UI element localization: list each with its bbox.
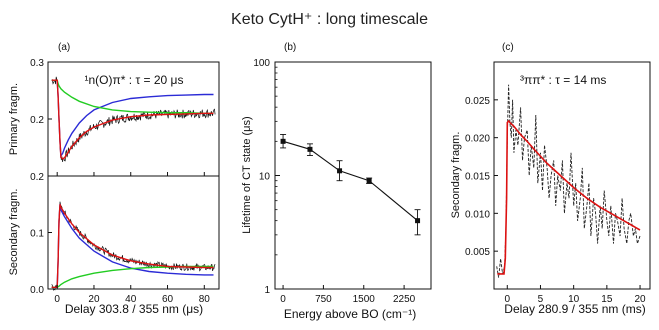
panel-c-y-tick-label: 0.025 bbox=[465, 96, 490, 107]
panel-c-label: (c) bbox=[502, 42, 514, 53]
panel-a-bottom-series-line-1 bbox=[51, 204, 214, 288]
panel-b-x-tick-label: 1500 bbox=[353, 294, 376, 305]
panel-a-xlabel: Delay 303.8 / 355 nm (μs) bbox=[65, 302, 203, 316]
panel-a-x-tick-label: 80 bbox=[199, 294, 211, 305]
panel-c-y-tick-label: 0.020 bbox=[465, 134, 490, 145]
panel-c-x-tick-label: 10 bbox=[568, 294, 580, 305]
panel-a-bottom-y-tick-label: 0.0 bbox=[30, 285, 44, 296]
panel-c-ylabel: Secondary fragm. bbox=[450, 132, 462, 219]
panel-a-bottom-ylabel: Secondary fragm. bbox=[8, 189, 20, 276]
panel-b-data-point bbox=[366, 178, 372, 184]
panel-b-label: (b) bbox=[284, 42, 296, 53]
panel-a-bottom-series-line-2 bbox=[51, 265, 214, 288]
panel-b-x-tick-label: 750 bbox=[315, 294, 332, 305]
panel-c-y-tick-label: 0.015 bbox=[465, 172, 490, 183]
panel-a-top-ylabel: Primary fragm. bbox=[8, 83, 20, 155]
panel-c-x-tick-label: 5 bbox=[538, 294, 544, 305]
panel-a-top-y-tick-label: 0.2 bbox=[30, 115, 44, 126]
panel-b-x-tick-label: 0 bbox=[280, 294, 286, 305]
figure-title: Keto CytH⁺ : long timescale bbox=[231, 11, 428, 28]
panel-b-y-tick-label: 10 bbox=[259, 172, 271, 183]
panel-b-xlabel: Energy above BO (cm⁻¹) bbox=[284, 307, 416, 321]
panel-a-bottom-y-tick-label: 0.1 bbox=[30, 229, 44, 240]
panel-c-annotation: ³ππ* : τ = 14 ms bbox=[520, 73, 606, 87]
panel-a-bottom-series-line-3 bbox=[51, 204, 214, 288]
panel-a-top-noisy-trace bbox=[51, 76, 216, 162]
panel-a-annotation: ¹n(O)π* : τ = 20 μs bbox=[85, 73, 184, 87]
panel-b-data-point bbox=[415, 218, 421, 224]
panel-b-data-point bbox=[337, 168, 343, 174]
panel-b-data-point bbox=[307, 146, 313, 152]
panel-b-x-tick-label: 2250 bbox=[393, 294, 416, 305]
panel-c-data-trace bbox=[496, 84, 641, 278]
panel-b-y-tick-label: 1 bbox=[264, 285, 270, 296]
panel-a-top-series-line-2 bbox=[51, 79, 214, 114]
panel-c-y-tick-label: 0.010 bbox=[465, 209, 490, 220]
panel-a-bottom-noisy-trace bbox=[51, 201, 216, 291]
panel-b-y-tick-label: 100 bbox=[253, 58, 270, 69]
panel-a-bottom-y-tick-label: 0.2 bbox=[30, 172, 44, 183]
panel-a-top-series-line-3 bbox=[51, 79, 214, 160]
panel-a-bottom-frame bbox=[47, 175, 220, 290]
panel-a-x-tick-label: 0 bbox=[54, 294, 60, 305]
panel-c-fit-line bbox=[497, 119, 641, 275]
panel-b-series-line bbox=[282, 140, 418, 222]
panel-b-ylabel: Lifetime of CT state (μs) bbox=[241, 116, 253, 233]
panel-a-label: (a) bbox=[58, 42, 70, 53]
panel-a-x-tick-label: 40 bbox=[125, 294, 137, 305]
panel-c-x-tick-label: 15 bbox=[601, 294, 613, 305]
panel-a-top-y-tick-label: 0.3 bbox=[30, 58, 44, 69]
panel-c-x-tick-label: 20 bbox=[634, 294, 646, 305]
panel-c-xlabel: Delay 280.9 / 355 nm (ms) bbox=[504, 302, 645, 316]
panel-c-x-tick-label: 0 bbox=[504, 294, 510, 305]
panel-a-x-tick-label: 20 bbox=[88, 294, 100, 305]
panel-c-y-tick-label: 0.005 bbox=[465, 247, 490, 258]
panel-b-data-point bbox=[280, 138, 286, 144]
panel-a-x-tick-label: 60 bbox=[162, 294, 174, 305]
